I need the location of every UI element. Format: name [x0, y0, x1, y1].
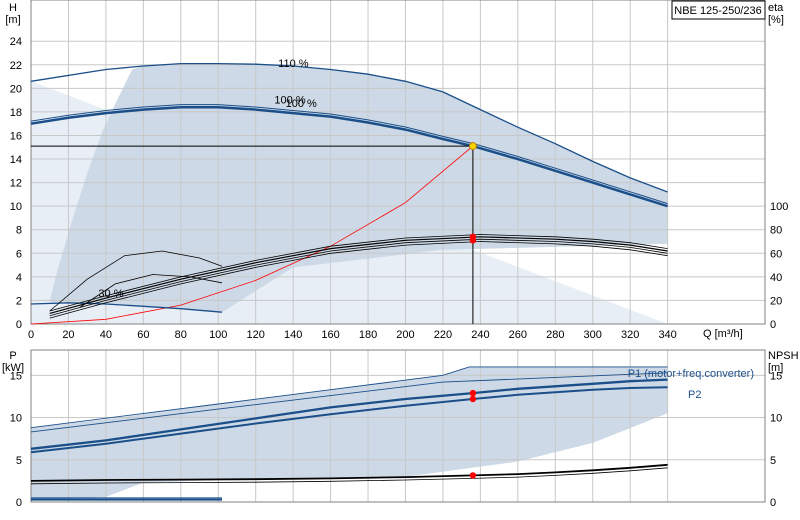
label-110: 110 %	[278, 58, 309, 70]
y-tick-label-top: 0	[16, 319, 22, 331]
x-tick-label: 40	[100, 329, 112, 341]
x-tick-label: 20	[62, 329, 74, 341]
x-tick-label: 240	[471, 329, 489, 341]
label-30: 30 %	[98, 288, 123, 300]
plot-frame-top	[30, 0, 766, 325]
operating-envelope-top	[49, 63, 668, 313]
x-tick-label: 100	[209, 329, 227, 341]
x-tick-label: 0	[28, 329, 34, 341]
duty-point-marker	[468, 142, 477, 151]
y2-tick-label-top: 20	[770, 295, 782, 307]
eta-line	[49, 241, 668, 319]
y-tick-label-top: 12	[10, 178, 22, 190]
y2-tick-label-top: 100	[770, 201, 788, 213]
x-tick-label: 320	[621, 329, 639, 341]
x-tick-label: 140	[284, 329, 302, 341]
y2-tick-label-top: 0	[770, 319, 776, 331]
plot-frame-bottom	[30, 349, 766, 503]
series-line-100-upper	[30, 104, 668, 205]
label-100: 100 %	[274, 95, 305, 107]
label-p1: P1 (motor+freq.converter)	[628, 368, 754, 380]
y-axis-title-top: H	[9, 2, 17, 14]
eta-line	[49, 236, 668, 314]
y-axis-title-bottom: P	[9, 350, 16, 362]
label-100-b: 100 %	[286, 98, 317, 110]
y2-tick-label-bottom: 0	[770, 497, 776, 509]
series-line-100	[30, 105, 668, 208]
x-tick-label: 280	[546, 329, 564, 341]
x-tick-label: 340	[658, 329, 676, 341]
y2-tick-label-top: 60	[770, 248, 782, 260]
y-tick-label-bottom: 10	[10, 413, 22, 425]
y2-axis-unit-bottom: [m]	[768, 362, 783, 374]
y2-axis-title-bottom: NPSH	[768, 350, 799, 362]
x-tick-label: 80	[175, 329, 187, 341]
series-line-30	[30, 302, 223, 313]
y-tick-label-top: 22	[10, 60, 22, 72]
x-tick-label: 220	[434, 329, 452, 341]
y-tick-label-bottom: 0	[16, 497, 22, 509]
y2-tick-label-bottom: 5	[770, 455, 776, 467]
y-tick-label-top: 14	[10, 154, 22, 166]
x-tick-label: 180	[359, 329, 377, 341]
series-line-npsh-2	[30, 467, 668, 485]
y-tick-label-top: 20	[10, 83, 22, 95]
x-tick-label: 260	[509, 329, 527, 341]
y2-tick-label-top: 80	[770, 225, 782, 237]
y-tick-label-top: 10	[10, 201, 22, 213]
y-tick-label-top: 2	[16, 295, 22, 307]
max-power-line-2	[30, 372, 668, 433]
eta-line	[49, 234, 668, 312]
series-line-110	[30, 62, 668, 193]
y-tick-label-top: 4	[16, 272, 22, 284]
label-p2: P2	[688, 389, 701, 401]
series-line-npsh	[30, 463, 668, 482]
y-tick-label-top: 8	[16, 225, 22, 237]
power-npsh-panel: 0 5 10 15 0 5 10 15 P[kW] NPSH[m] P1 (motor+freq.c…	[2, 349, 799, 509]
x-axis-title: Q [m³/h]	[703, 328, 743, 340]
operating-envelope-bottom	[31, 366, 668, 499]
y-tick-label-top: 24	[10, 36, 22, 48]
eta-line-low-speed	[49, 250, 223, 312]
eta-line	[49, 238, 668, 317]
system-curve	[30, 145, 474, 325]
max-power-line	[30, 366, 668, 429]
series-line-p1	[30, 378, 668, 450]
x-tick-label: 120	[247, 329, 265, 341]
eta-duty-marker-2	[469, 237, 477, 244]
x-tick-label: 60	[137, 329, 149, 341]
y2-axis-title-top: eta	[768, 2, 784, 14]
p2-duty-marker	[469, 395, 477, 403]
y2-axis-unit-top: [%]	[768, 14, 784, 26]
y2-tick-label-top: 40	[770, 272, 782, 284]
y-tick-label-bottom: 15	[10, 370, 22, 382]
y2-tick-label-bottom: 10	[770, 413, 782, 425]
chart-title: NBE 125-250/236	[674, 5, 761, 17]
x-tick-label: 200	[396, 329, 414, 341]
eta-line-30	[79, 274, 223, 308]
x-tick-label: 160	[321, 329, 339, 341]
y-tick-label-top: 18	[10, 107, 22, 119]
y-axis-unit-bottom: [kW]	[2, 362, 24, 374]
npsh-duty-marker	[469, 472, 477, 479]
y-tick-label-top: 6	[16, 248, 22, 260]
y2-tick-label-bottom: 15	[770, 370, 782, 382]
y-axis-unit-top: [m]	[5, 14, 20, 26]
y-tick-label-bottom: 5	[16, 455, 22, 467]
x-tick-label: 300	[584, 329, 602, 341]
title-box	[671, 0, 766, 20]
series-line-p2	[30, 386, 668, 454]
y-tick-label-top: 16	[10, 130, 22, 142]
p1-duty-marker	[469, 389, 477, 397]
